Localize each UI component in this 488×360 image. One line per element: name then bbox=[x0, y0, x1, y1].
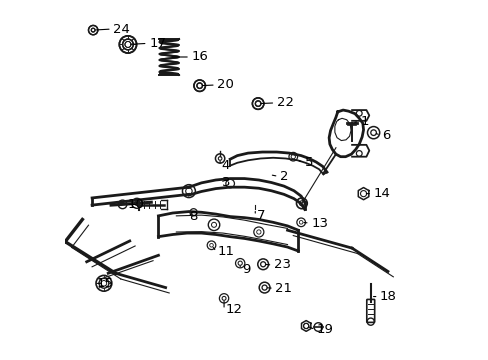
Text: 20: 20 bbox=[217, 78, 234, 91]
Text: 7: 7 bbox=[256, 210, 264, 222]
Text: 12: 12 bbox=[225, 303, 242, 316]
Text: 15: 15 bbox=[96, 277, 113, 290]
Text: 18: 18 bbox=[379, 290, 396, 303]
Text: 21: 21 bbox=[275, 282, 292, 295]
Text: 4: 4 bbox=[221, 159, 229, 172]
Text: 22: 22 bbox=[276, 96, 293, 109]
Text: 5: 5 bbox=[305, 156, 313, 168]
Text: 19: 19 bbox=[316, 323, 333, 336]
Text: 14: 14 bbox=[373, 187, 390, 200]
Text: 16: 16 bbox=[191, 50, 208, 63]
Text: 6: 6 bbox=[382, 129, 390, 142]
Text: 1: 1 bbox=[360, 115, 368, 128]
Text: 8: 8 bbox=[189, 211, 197, 224]
Text: 24: 24 bbox=[113, 23, 130, 36]
Text: 10: 10 bbox=[127, 198, 144, 211]
Text: 13: 13 bbox=[310, 216, 327, 230]
Text: 17: 17 bbox=[149, 37, 166, 50]
Text: 3: 3 bbox=[221, 176, 229, 189]
Text: 9: 9 bbox=[241, 263, 249, 276]
Text: 23: 23 bbox=[273, 258, 290, 271]
Text: 11: 11 bbox=[218, 245, 234, 258]
Text: 2: 2 bbox=[280, 170, 288, 183]
